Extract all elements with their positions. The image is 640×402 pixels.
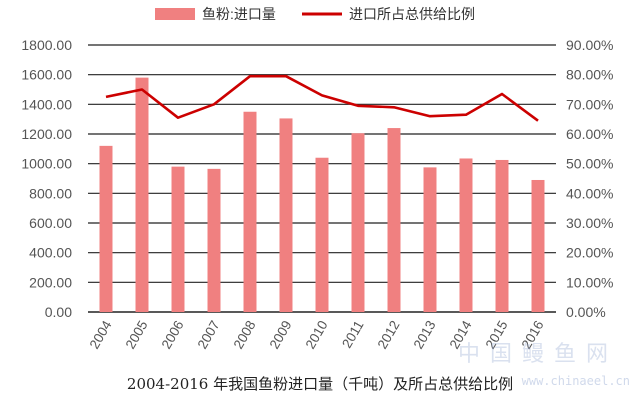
left-tick-label: 400.00	[29, 245, 72, 261]
x-tick-label: 2008	[231, 318, 259, 352]
legend: 鱼粉:进口量 进口所占总供给比例	[155, 6, 475, 22]
left-tick-label: 1800.00	[21, 37, 72, 53]
bar-2004	[99, 145, 113, 312]
x-tick-label: 2010	[303, 318, 331, 352]
left-tick-label: 200.00	[29, 274, 72, 290]
left-tick-label: 600.00	[29, 215, 72, 231]
line-series	[105, 74, 539, 122]
legend-bar-label: 鱼粉:进口量	[202, 6, 276, 22]
ratio-line	[105, 74, 539, 122]
x-tick-label: 2011	[339, 318, 367, 351]
right-tick-label: 70.00%	[566, 96, 613, 112]
x-tick-label: 2006	[159, 318, 187, 352]
left-tick-label: 1600.00	[21, 67, 72, 83]
bar-2008	[243, 111, 257, 312]
bar-2012	[387, 128, 401, 312]
bar-2007	[207, 168, 221, 312]
right-tick-label: 10.00%	[566, 274, 613, 290]
x-tick-label: 2007	[195, 318, 223, 352]
right-tick-label: 40.00%	[566, 185, 613, 201]
x-tick-label: 2004	[87, 318, 115, 352]
chart-caption: 2004-2016 年我国鱼粉进口量（千吨）及所占总供给比例	[126, 375, 514, 393]
left-axis-labels: 0.00 200.00 400.00 600.00 800.00 1000.00 1200.…	[21, 37, 72, 320]
right-tick-label: 90.00%	[566, 37, 613, 53]
legend-bar-swatch	[155, 8, 195, 20]
right-tick-label: 60.00%	[566, 126, 613, 142]
legend-line-label: 进口所占总供给比例	[349, 6, 475, 22]
bar-2016	[531, 179, 545, 312]
left-tick-label: 1400.00	[21, 96, 72, 112]
right-axis-labels: 0.00% 10.00% 20.00% 30.00% 40.00% 50.00% 60.00…	[566, 37, 613, 320]
bar-2009	[279, 118, 293, 312]
left-tick-label: 1000.00	[21, 156, 72, 172]
bar-2013	[423, 167, 437, 312]
right-tick-label: 50.00%	[566, 156, 613, 172]
right-tick-label: 0.00%	[566, 304, 606, 320]
left-tick-label: 0.00	[45, 304, 72, 320]
right-tick-label: 30.00%	[566, 215, 613, 231]
right-tick-label: 20.00%	[566, 245, 613, 261]
watermark-text: 中国鳗鱼网	[457, 342, 618, 367]
bar-2006	[171, 166, 185, 312]
left-tick-label: 800.00	[29, 185, 72, 201]
watermark-url: www.chinaeel.cn	[521, 374, 630, 388]
left-tick-label: 1200.00	[21, 126, 72, 142]
bar-2005	[135, 77, 149, 312]
bar-series	[99, 77, 545, 312]
x-tick-label: 2005	[123, 318, 151, 352]
bar-2015	[495, 159, 509, 312]
bar-2010	[315, 157, 329, 312]
x-tick-label: 2009	[267, 318, 295, 352]
x-tick-label: 2012	[375, 318, 403, 352]
x-tick-label: 2013	[411, 318, 439, 352]
right-tick-label: 80.00%	[566, 67, 613, 83]
bar-2011	[351, 133, 365, 312]
bar-2014	[459, 158, 473, 312]
